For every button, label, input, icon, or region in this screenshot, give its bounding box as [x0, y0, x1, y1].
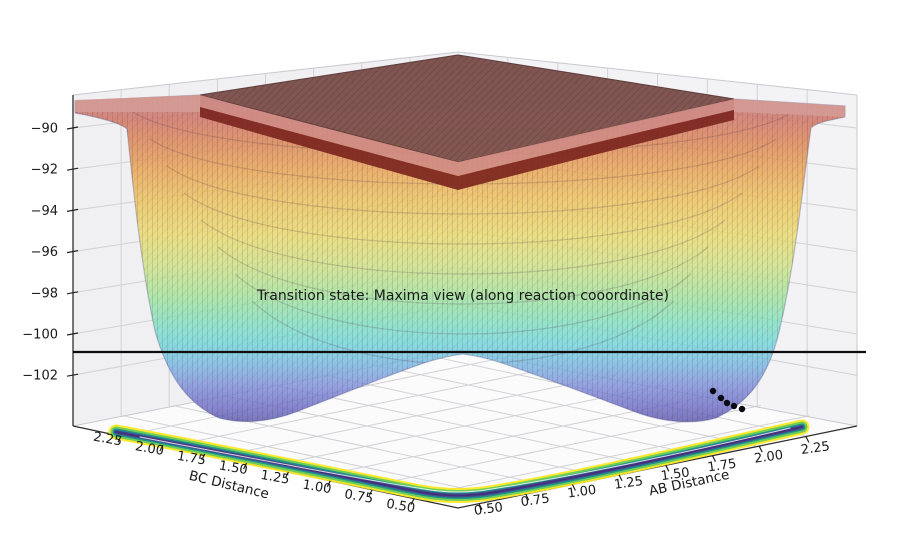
trajectory-dot	[723, 399, 731, 407]
ab-tick-label: 1.00	[567, 483, 598, 502]
grid-line	[159, 444, 164, 452]
bc-tick-label: 0.50	[385, 497, 416, 517]
z-tick-label: −92	[31, 163, 58, 178]
grid-line	[66, 167, 79, 171]
grid-line	[217, 374, 617, 458]
z-tick-label: −90	[31, 122, 58, 137]
bc-tick-label: 1.25	[259, 468, 290, 488]
grid-line	[66, 208, 79, 212]
grid-line	[618, 474, 623, 482]
grid-line	[525, 493, 530, 501]
grid-line	[758, 445, 763, 453]
ab-tick-label: 1.25	[613, 474, 644, 493]
grid-line	[66, 250, 79, 254]
ab-tick-label: 1.75	[707, 457, 738, 476]
ab-tick-label: 1.50	[660, 465, 691, 484]
ab-tick-label: 2.25	[800, 439, 831, 458]
trajectory-dot	[738, 405, 746, 413]
grid-line	[805, 436, 810, 443]
grid-line	[201, 453, 206, 461]
grid-line	[322, 374, 708, 458]
ab-tick-label: 2.00	[753, 448, 784, 467]
ab-tick-label: 0.75	[520, 491, 551, 510]
z-tick-label: −96	[31, 245, 58, 260]
plateau-right-wing	[734, 99, 845, 117]
grid-line	[372, 364, 758, 447]
bc-tick-label: 1.00	[301, 478, 332, 498]
grid-line	[66, 332, 79, 336]
plot-title: Transition state: Maxima view (along rea…	[256, 288, 669, 304]
energy-surface	[74, 54, 846, 423]
grid-line	[368, 489, 373, 496]
z-tick-label: −98	[31, 286, 58, 301]
trajectory-dot	[717, 394, 725, 402]
ab-tick-label: 0.50	[473, 500, 504, 519]
grid-line	[117, 435, 122, 443]
plateau	[75, 54, 845, 190]
grid-line	[410, 498, 415, 505]
grid-line	[478, 503, 483, 510]
axis-ticks-and-labels: −90 −92 −94 −96 −98 −100 −102 2.25 2.00 1.75 1.50 1…	[22, 122, 831, 519]
grid-line	[169, 364, 569, 447]
plateau-hatch	[200, 55, 734, 162]
grid-line	[66, 126, 79, 130]
grid-line	[272, 384, 658, 468]
trajectory-dot	[730, 402, 738, 410]
bc-tick-label: 0.75	[343, 487, 374, 507]
grid-line	[711, 455, 717, 462]
bc-tick-label: 1.50	[218, 458, 249, 478]
bc-tick-label: 2.00	[134, 439, 165, 459]
grid-line	[665, 465, 670, 472]
z-tick-label: −102	[22, 369, 58, 384]
bc-tick-label: 2.25	[92, 430, 123, 450]
grid-line	[243, 462, 248, 470]
plateau-left-wing	[75, 95, 200, 112]
trajectory-dots	[709, 387, 746, 413]
z-tick-label: −100	[22, 328, 58, 343]
grid-line	[66, 373, 79, 377]
grid-line	[326, 480, 331, 488]
plateau-shoulder	[200, 95, 734, 176]
z-tick-label: −94	[31, 204, 58, 219]
grid-line	[66, 291, 79, 295]
floor-contour-projection	[108, 419, 810, 503]
bc-tick-label: 1.75	[176, 449, 207, 469]
trajectory-dot	[709, 387, 717, 395]
grid-line	[284, 471, 289, 479]
grid-line	[571, 484, 576, 491]
